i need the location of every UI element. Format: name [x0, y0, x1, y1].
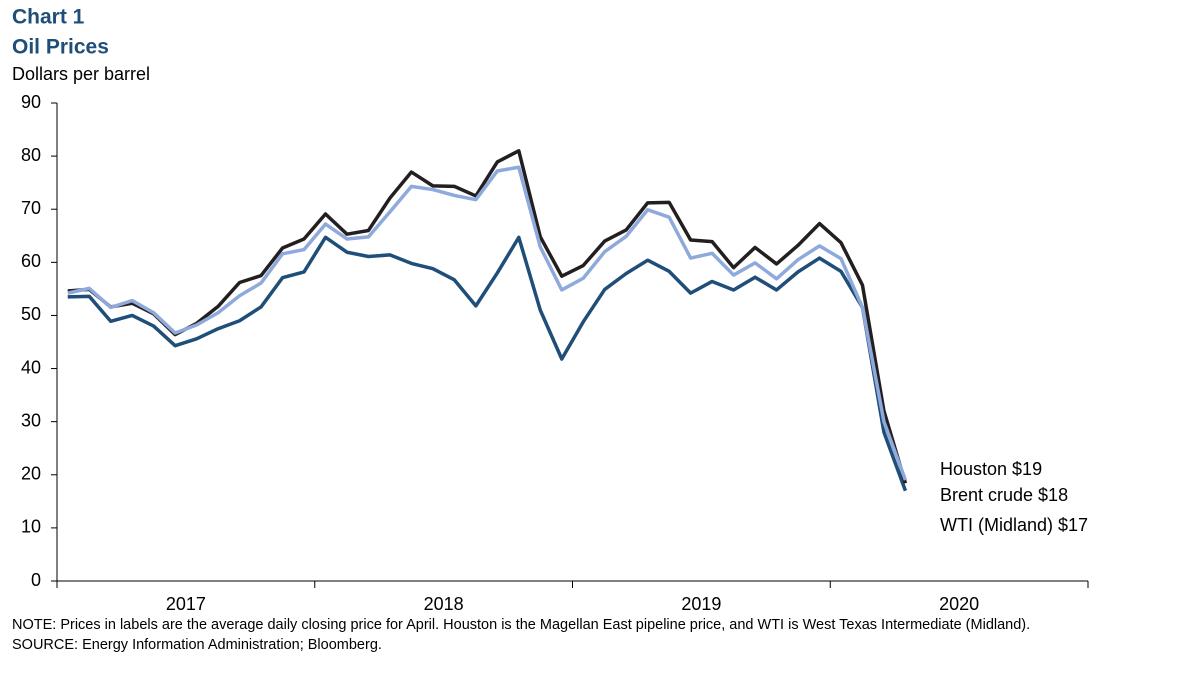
chart-title: Chart 1: [12, 6, 85, 29]
y-tick-label: 10: [21, 517, 41, 537]
end-label: WTI (Midland) $17: [940, 515, 1088, 535]
chart-subtitle: Oil Prices: [12, 36, 109, 59]
y-tick-label: 60: [21, 251, 41, 271]
line-series: [67, 165, 908, 481]
y-tick-label: 90: [21, 92, 41, 112]
x-tick-label: 2018: [424, 594, 464, 614]
y-tick-label: 50: [21, 304, 41, 324]
y-tick-label: 40: [21, 357, 41, 377]
x-tick-label: 2020: [939, 594, 979, 614]
end-label: Brent crude $18: [940, 485, 1068, 505]
y-tick-label: 30: [21, 410, 41, 430]
y-tick-label: 80: [21, 145, 41, 165]
y-tick-label: 0: [31, 570, 41, 590]
note: NOTE: Prices in labels are the average d…: [12, 617, 1031, 633]
line-series: [67, 235, 908, 492]
y-axis-label: Dollars per barrel: [12, 64, 150, 84]
y-tick-label: 70: [21, 198, 41, 218]
line-series: [67, 149, 908, 484]
end-label: Houston $19: [940, 459, 1042, 479]
x-tick-label: 2017: [166, 594, 206, 614]
x-tick-label: 2019: [681, 594, 721, 614]
source: SOURCE: Energy Information Administratio…: [12, 637, 382, 653]
notes: NOTE: Prices in labels are the average d…: [12, 617, 1192, 657]
y-tick-label: 20: [21, 464, 41, 484]
